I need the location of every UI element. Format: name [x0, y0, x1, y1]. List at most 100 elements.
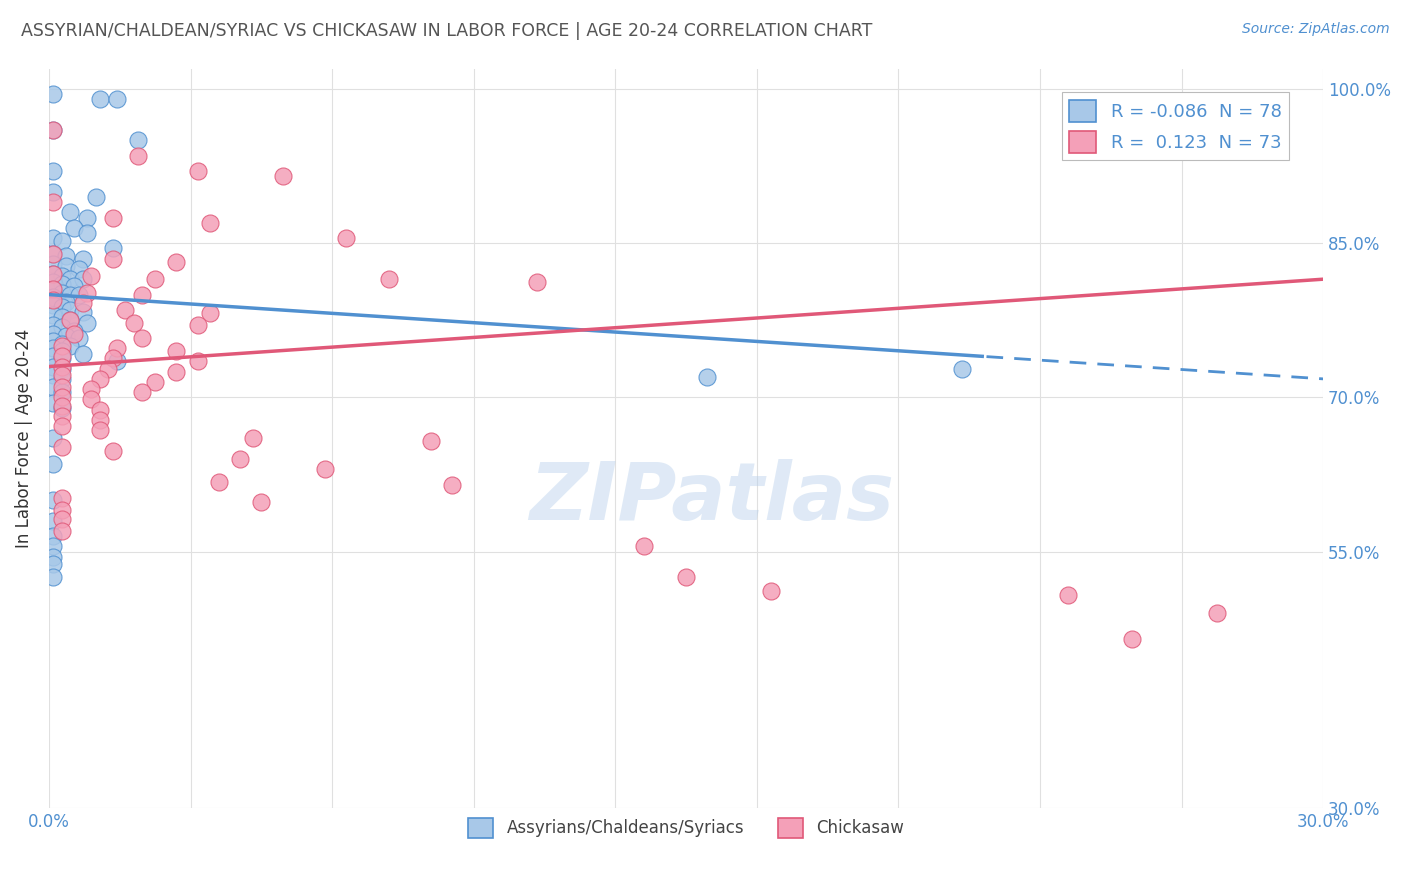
Point: [42, 341, 65, 355]
Point: [89, 92, 111, 106]
Point: [759, 583, 782, 598]
Point: [42, 395, 65, 409]
Point: [42, 308, 65, 322]
Point: [105, 341, 128, 355]
Point: [89, 402, 111, 417]
Point: [441, 477, 464, 491]
Y-axis label: In Labor Force | Age 20-24: In Labor Force | Age 20-24: [15, 329, 32, 548]
Point: [200, 306, 222, 320]
Point: [271, 169, 294, 184]
Point: [51, 339, 73, 353]
Point: [76, 317, 98, 331]
Point: [187, 318, 209, 333]
Point: [335, 231, 357, 245]
Point: [165, 365, 187, 379]
Point: [127, 149, 149, 163]
Point: [143, 272, 166, 286]
Point: [89, 423, 111, 437]
Point: [105, 354, 128, 368]
Point: [42, 246, 65, 260]
Point: [101, 252, 124, 266]
Point: [1121, 632, 1143, 646]
Point: [51, 337, 73, 351]
Point: [42, 326, 65, 341]
Point: [67, 287, 90, 301]
Point: [67, 261, 90, 276]
Point: [696, 369, 718, 384]
Point: [51, 491, 73, 505]
Point: [80, 269, 103, 284]
Point: [526, 275, 548, 289]
Point: [51, 349, 73, 363]
Point: [42, 293, 65, 307]
Point: [46, 293, 69, 307]
Point: [229, 452, 252, 467]
Point: [51, 234, 73, 248]
Point: [42, 164, 65, 178]
Point: [42, 570, 65, 584]
Point: [114, 303, 136, 318]
Point: [72, 295, 94, 310]
Point: [80, 382, 103, 396]
Point: [42, 283, 65, 297]
Point: [1057, 588, 1080, 602]
Text: ASSYRIAN/CHALDEAN/SYRIAC VS CHICKASAW IN LABOR FORCE | AGE 20-24 CORRELATION CHA: ASSYRIAN/CHALDEAN/SYRIAC VS CHICKASAW IN…: [21, 22, 873, 40]
Point: [42, 231, 65, 245]
Point: [42, 185, 65, 199]
Point: [72, 252, 94, 266]
Point: [42, 359, 65, 374]
Point: [59, 339, 82, 353]
Point: [76, 226, 98, 240]
Point: [51, 380, 73, 394]
Point: [80, 392, 103, 407]
Point: [105, 92, 128, 106]
Point: [51, 351, 73, 366]
Point: [55, 328, 77, 343]
Point: [51, 269, 73, 284]
Point: [72, 347, 94, 361]
Point: [420, 434, 443, 448]
Point: [42, 195, 65, 210]
Point: [42, 540, 65, 554]
Point: [42, 290, 65, 304]
Point: [51, 310, 73, 325]
Point: [72, 272, 94, 286]
Point: [42, 380, 65, 394]
Point: [208, 475, 231, 489]
Point: [1206, 606, 1229, 620]
Point: [51, 385, 73, 400]
Point: [42, 368, 65, 382]
Point: [51, 524, 73, 538]
Point: [51, 344, 73, 359]
Point: [42, 267, 65, 281]
Point: [51, 320, 73, 334]
Point: [42, 557, 65, 571]
Point: [165, 344, 187, 359]
Point: [63, 220, 86, 235]
Point: [122, 317, 145, 331]
Point: [97, 361, 120, 376]
Point: [51, 285, 73, 300]
Point: [42, 87, 65, 102]
Point: [42, 283, 65, 297]
Point: [51, 399, 73, 413]
Point: [59, 272, 82, 286]
Point: [59, 303, 82, 318]
Point: [51, 372, 73, 386]
Point: [101, 241, 124, 255]
Point: [127, 133, 149, 147]
Point: [51, 300, 73, 314]
Point: [67, 331, 90, 345]
Point: [89, 413, 111, 427]
Point: [51, 409, 73, 423]
Point: [187, 354, 209, 368]
Point: [51, 361, 73, 376]
Point: [42, 123, 65, 137]
Point: [76, 211, 98, 225]
Point: [675, 570, 697, 584]
Point: [51, 368, 73, 382]
Point: [242, 432, 264, 446]
Point: [51, 511, 73, 525]
Point: [55, 248, 77, 262]
Point: [101, 443, 124, 458]
